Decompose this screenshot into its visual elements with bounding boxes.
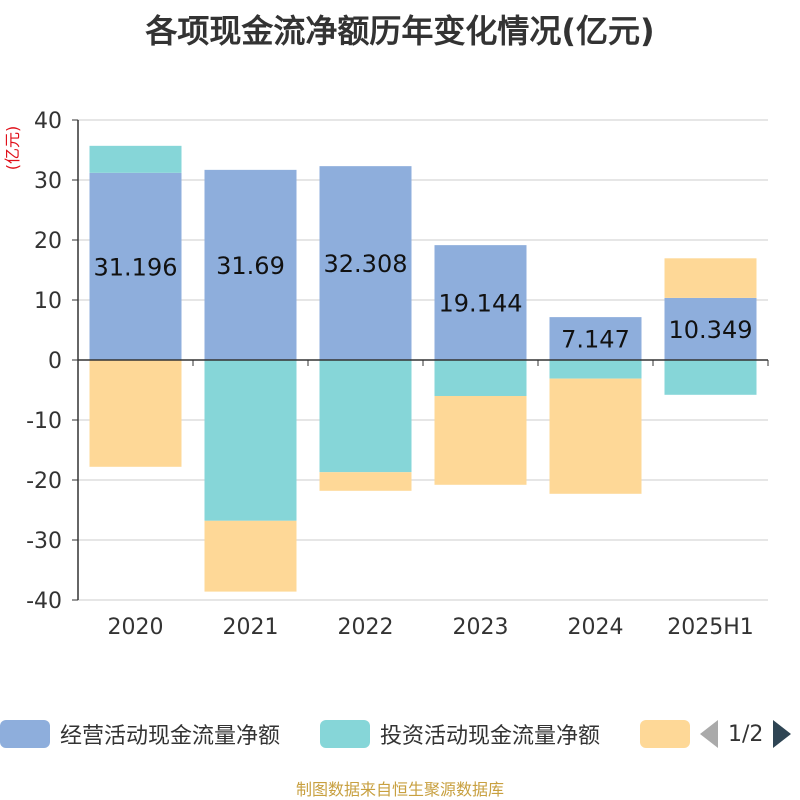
x-tick-label: 2024 <box>568 615 624 640</box>
y-axis-unit-label: (亿元) <box>3 126 22 171</box>
legend-pager: 1/2 <box>700 716 792 752</box>
bar-operating <box>89 172 182 360</box>
x-tick-label: 2021 <box>223 615 279 640</box>
chart-title: 各项现金流净额历年变化情况(亿元) <box>145 12 655 50</box>
bar-operating <box>549 317 642 360</box>
y-tick-label: -30 <box>26 529 62 554</box>
x-tick-label: 2020 <box>108 615 164 640</box>
source-footer: 制图数据来自恒生聚源数据库 <box>295 780 504 799</box>
y-tick-label: 40 <box>34 109 62 134</box>
legend-page-indicator: 1/2 <box>728 721 764 747</box>
legend: 经营活动现金流量净额 投资活动现金流量净额 1/2 <box>0 716 800 752</box>
y-tick-label: 20 <box>34 229 62 254</box>
chart-plot: 40 30 20 10 0 -10 -20 -30 -40 (亿元) 31.196 31.69 32.3… <box>3 109 769 640</box>
legend-swatch-financing <box>640 720 690 748</box>
data-label: 7.147 <box>561 326 630 354</box>
bar-investing <box>204 360 297 521</box>
bar-investing <box>549 360 642 379</box>
next-page-icon[interactable] <box>773 720 792 748</box>
bar-investing <box>664 360 757 395</box>
y-tick-label: -20 <box>26 469 62 494</box>
data-label: 32.308 <box>324 250 408 278</box>
x-tick-label: 2022 <box>338 615 394 640</box>
legend-item-operating[interactable]: 经营活动现金流量净额 <box>0 716 280 752</box>
y-tick-label: -10 <box>26 409 62 434</box>
legend-swatch-operating <box>0 720 50 748</box>
bar-financing <box>664 258 757 298</box>
data-label: 10.349 <box>669 316 753 344</box>
bar-financing <box>319 472 412 491</box>
x-tick-label: 2025H1 <box>667 615 754 640</box>
data-label: 19.144 <box>439 290 523 318</box>
bar-financing <box>89 360 182 467</box>
legend-item-financing[interactable] <box>640 716 690 752</box>
data-label: 31.196 <box>94 253 178 281</box>
data-label: 31.69 <box>216 252 285 280</box>
y-tick-label: 0 <box>48 349 62 374</box>
bar-operating <box>204 169 297 360</box>
bar-operating <box>434 245 527 360</box>
bar-operating <box>664 297 757 360</box>
bar-investing <box>434 360 527 396</box>
bar-operating <box>319 166 412 360</box>
y-tick-label: 30 <box>34 169 62 194</box>
bar-investing <box>89 145 182 173</box>
legend-swatch-investing <box>320 720 370 748</box>
legend-item-investing[interactable]: 投资活动现金流量净额 <box>320 716 600 752</box>
bar-investing <box>319 360 412 473</box>
previous-page-icon[interactable] <box>700 720 718 748</box>
legend-label-operating: 经营活动现金流量净额 <box>60 724 281 749</box>
x-tick-label: 2023 <box>453 615 509 640</box>
legend-label-investing: 投资活动现金流量净额 <box>380 724 601 749</box>
bar-financing <box>549 378 642 494</box>
y-tick-label: -40 <box>26 589 62 614</box>
bar-financing <box>204 520 297 592</box>
bar-financing <box>434 396 527 485</box>
y-tick-label: 10 <box>34 289 62 314</box>
